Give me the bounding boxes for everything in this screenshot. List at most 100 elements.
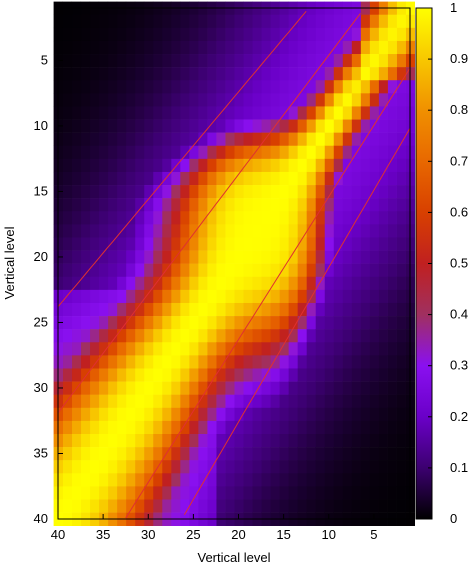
heatmap-cell [225, 237, 235, 251]
heatmap-cell [107, 499, 118, 513]
heatmap-cell [315, 276, 325, 291]
heatmap-cell [252, 381, 262, 395]
heatmap-cell [261, 237, 271, 251]
heatmap-cell [378, 106, 388, 120]
heatmap-cell [170, 342, 181, 356]
heatmap-cell [333, 14, 343, 29]
heatmap-cell [225, 93, 235, 107]
heatmap-cell [342, 171, 352, 186]
heatmap-cell [360, 119, 370, 133]
heatmap-cell [396, 486, 406, 500]
heatmap-cell [387, 460, 397, 474]
heatmap-cell [116, 106, 127, 120]
heatmap-cell [252, 185, 262, 199]
heatmap-cell [116, 14, 127, 29]
heatmap-cell [270, 460, 280, 474]
heatmap-cell [198, 342, 208, 356]
heatmap-cell [198, 368, 208, 382]
heatmap-cell [216, 145, 226, 160]
heatmap-cell [71, 276, 82, 291]
heatmap-cell [243, 263, 253, 278]
heatmap-cell [125, 499, 136, 513]
heatmap-cell [234, 27, 244, 42]
heatmap-cell [80, 145, 91, 160]
heatmap-cell [152, 67, 163, 81]
heatmap-cell [134, 158, 145, 173]
heatmap-cell [216, 14, 226, 29]
colorbar-tick-label: 0.1 [450, 460, 468, 475]
heatmap-cell [161, 407, 172, 422]
heatmap-cell [297, 119, 307, 133]
heatmap-cell [297, 394, 307, 409]
heatmap-cell [134, 447, 145, 461]
heatmap-cell [234, 486, 244, 500]
heatmap-cell [297, 420, 307, 435]
heatmap-cell [179, 185, 190, 199]
heatmap-cell [261, 486, 271, 500]
heatmap-cell [198, 289, 208, 304]
heatmap-cell [270, 80, 280, 94]
heatmap-cell [261, 171, 271, 186]
heatmap-cell [107, 80, 118, 94]
heatmap-cell [207, 250, 217, 264]
heatmap-cell [125, 158, 136, 173]
heatmap-cell [279, 316, 289, 330]
heatmap-cell [315, 67, 325, 81]
heatmap-cell [306, 80, 316, 94]
heatmap-cell [134, 106, 145, 120]
heatmap-cell [234, 54, 244, 68]
heatmap-cell [62, 329, 73, 343]
heatmap-cell [179, 460, 190, 474]
heatmap-cell [333, 132, 343, 147]
heatmap-cell [143, 276, 154, 291]
heatmap-cell [387, 27, 397, 42]
heatmap-cell [360, 329, 370, 343]
heatmap-cell [387, 302, 397, 317]
heatmap-cell [324, 434, 334, 448]
heatmap-cell [179, 224, 190, 238]
heatmap-cell [369, 473, 379, 487]
heatmap-cell [333, 171, 343, 186]
heatmap-cell [98, 198, 109, 212]
heatmap-cell [288, 473, 298, 487]
heatmap-cell [116, 394, 127, 409]
heatmap-cell [207, 224, 217, 238]
heatmap-cell [143, 368, 154, 382]
heatmap-cell [71, 420, 82, 435]
heatmap-cell [360, 447, 370, 461]
heatmap-cell [188, 355, 199, 369]
heatmap-cell [378, 171, 388, 186]
heatmap-cell [98, 54, 109, 68]
heatmap-cell [207, 381, 217, 395]
heatmap-cell [134, 185, 145, 199]
heatmap-cell [387, 198, 397, 212]
heatmap-cell [98, 420, 109, 435]
heatmap-cell [342, 119, 352, 133]
heatmap-cell [378, 224, 388, 238]
heatmap-cell [333, 106, 343, 120]
heatmap-cell [270, 237, 280, 251]
heatmap-cell [125, 434, 136, 448]
heatmap-cell [225, 434, 235, 448]
heatmap-cell [234, 106, 244, 120]
heatmap-cell [116, 460, 127, 474]
heatmap-cell [152, 93, 163, 107]
heatmap-cell [80, 27, 91, 42]
heatmap-cell [315, 185, 325, 199]
heatmap-cell [306, 237, 316, 251]
heatmap-cell [333, 276, 343, 291]
heatmap-cell [342, 499, 352, 513]
heatmap-cell [378, 355, 388, 369]
heatmap-cell [279, 381, 289, 395]
heatmap-cell [288, 394, 298, 409]
heatmap-cell [261, 106, 271, 120]
heatmap-cell [98, 434, 109, 448]
heatmap-cell [252, 198, 262, 212]
heatmap-cell [179, 447, 190, 461]
heatmap-cell [288, 263, 298, 278]
contour-line [57, 10, 307, 308]
heatmap-cell [161, 342, 172, 356]
heatmap-cell [369, 40, 379, 55]
heatmap-cell [134, 486, 145, 500]
heatmap-cell [143, 381, 154, 395]
